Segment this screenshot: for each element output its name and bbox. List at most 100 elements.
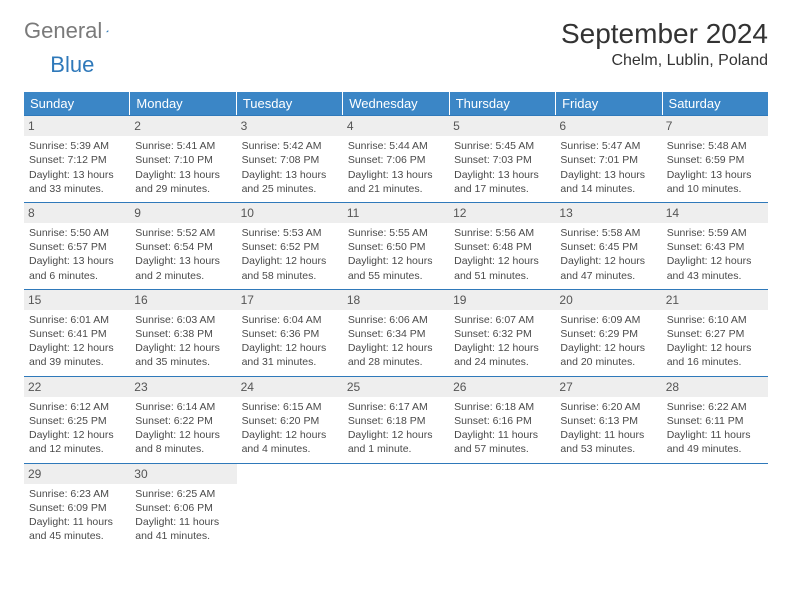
- day-cell: 27Sunrise: 6:20 AMSunset: 6:13 PMDayligh…: [555, 377, 661, 463]
- days-of-week-row: Sunday Monday Tuesday Wednesday Thursday…: [24, 92, 768, 115]
- sunset-text: Sunset: 6:16 PM: [454, 414, 550, 428]
- sunset-text: Sunset: 6:13 PM: [560, 414, 656, 428]
- sunrise-text: Sunrise: 6:09 AM: [560, 313, 656, 327]
- sunset-text: Sunset: 6:34 PM: [348, 327, 444, 341]
- sunset-text: Sunset: 6:48 PM: [454, 240, 550, 254]
- day-cell: 21Sunrise: 6:10 AMSunset: 6:27 PMDayligh…: [662, 290, 768, 376]
- day-number: 29: [24, 464, 130, 484]
- logo-text-gray: General: [24, 18, 102, 44]
- sunrise-text: Sunrise: 6:20 AM: [560, 400, 656, 414]
- daylight-text: Daylight: 11 hours and 49 minutes.: [667, 428, 763, 456]
- day-cell: 1Sunrise: 5:39 AMSunset: 7:12 PMDaylight…: [24, 116, 130, 202]
- daylight-text: Daylight: 12 hours and 39 minutes.: [29, 341, 125, 369]
- sunrise-text: Sunrise: 5:53 AM: [242, 226, 338, 240]
- sunrise-text: Sunrise: 5:48 AM: [667, 139, 763, 153]
- sunrise-text: Sunrise: 6:22 AM: [667, 400, 763, 414]
- day-cell: 24Sunrise: 6:15 AMSunset: 6:20 PMDayligh…: [237, 377, 343, 463]
- sunset-text: Sunset: 6:25 PM: [29, 414, 125, 428]
- day-number: 6: [555, 116, 661, 136]
- daylight-text: Daylight: 11 hours and 57 minutes.: [454, 428, 550, 456]
- title-block: September 2024 Chelm, Lublin, Poland: [561, 18, 768, 70]
- week-row: 8Sunrise: 5:50 AMSunset: 6:57 PMDaylight…: [24, 202, 768, 289]
- sunset-text: Sunset: 7:10 PM: [135, 153, 231, 167]
- day-cell: 2Sunrise: 5:41 AMSunset: 7:10 PMDaylight…: [130, 116, 236, 202]
- sunset-text: Sunset: 6:57 PM: [29, 240, 125, 254]
- sunrise-text: Sunrise: 6:06 AM: [348, 313, 444, 327]
- daylight-text: Daylight: 13 hours and 21 minutes.: [348, 168, 444, 196]
- dow-wednesday: Wednesday: [343, 92, 449, 115]
- day-number: 27: [555, 377, 661, 397]
- day-cell: 12Sunrise: 5:56 AMSunset: 6:48 PMDayligh…: [449, 203, 555, 289]
- day-number: 7: [662, 116, 768, 136]
- day-cell: 13Sunrise: 5:58 AMSunset: 6:45 PMDayligh…: [555, 203, 661, 289]
- sunset-text: Sunset: 6:32 PM: [454, 327, 550, 341]
- day-cell: 30Sunrise: 6:25 AMSunset: 6:06 PMDayligh…: [130, 464, 236, 550]
- sunset-text: Sunset: 7:06 PM: [348, 153, 444, 167]
- day-number: 25: [343, 377, 449, 397]
- day-number: 4: [343, 116, 449, 136]
- day-cell: 15Sunrise: 6:01 AMSunset: 6:41 PMDayligh…: [24, 290, 130, 376]
- daylight-text: Daylight: 11 hours and 41 minutes.: [135, 515, 231, 543]
- sunrise-text: Sunrise: 6:01 AM: [29, 313, 125, 327]
- sunrise-text: Sunrise: 6:25 AM: [135, 487, 231, 501]
- day-number: 14: [662, 203, 768, 223]
- sunrise-text: Sunrise: 5:52 AM: [135, 226, 231, 240]
- sunset-text: Sunset: 6:18 PM: [348, 414, 444, 428]
- daylight-text: Daylight: 13 hours and 6 minutes.: [29, 254, 125, 282]
- daylight-text: Daylight: 12 hours and 20 minutes.: [560, 341, 656, 369]
- sunset-text: Sunset: 6:36 PM: [242, 327, 338, 341]
- day-number: 8: [24, 203, 130, 223]
- dow-monday: Monday: [130, 92, 236, 115]
- daylight-text: Daylight: 12 hours and 43 minutes.: [667, 254, 763, 282]
- day-cell: 11Sunrise: 5:55 AMSunset: 6:50 PMDayligh…: [343, 203, 449, 289]
- sunrise-text: Sunrise: 6:18 AM: [454, 400, 550, 414]
- daylight-text: Daylight: 12 hours and 47 minutes.: [560, 254, 656, 282]
- sunrise-text: Sunrise: 5:47 AM: [560, 139, 656, 153]
- day-number: 24: [237, 377, 343, 397]
- sunrise-text: Sunrise: 5:44 AM: [348, 139, 444, 153]
- sunrise-text: Sunrise: 5:50 AM: [29, 226, 125, 240]
- week-row: 1Sunrise: 5:39 AMSunset: 7:12 PMDaylight…: [24, 115, 768, 202]
- logo: General: [24, 18, 128, 44]
- day-cell: 3Sunrise: 5:42 AMSunset: 7:08 PMDaylight…: [237, 116, 343, 202]
- day-number: 21: [662, 290, 768, 310]
- daylight-text: Daylight: 12 hours and 8 minutes.: [135, 428, 231, 456]
- sunset-text: Sunset: 6:27 PM: [667, 327, 763, 341]
- sunrise-text: Sunrise: 6:14 AM: [135, 400, 231, 414]
- day-number: 23: [130, 377, 236, 397]
- dow-friday: Friday: [556, 92, 662, 115]
- day-number: 20: [555, 290, 661, 310]
- sunset-text: Sunset: 6:59 PM: [667, 153, 763, 167]
- sunset-text: Sunset: 6:20 PM: [242, 414, 338, 428]
- logo-sail-icon: [106, 22, 109, 40]
- day-number: 10: [237, 203, 343, 223]
- sunrise-text: Sunrise: 6:12 AM: [29, 400, 125, 414]
- location: Chelm, Lublin, Poland: [561, 52, 768, 70]
- week-row: 22Sunrise: 6:12 AMSunset: 6:25 PMDayligh…: [24, 376, 768, 463]
- sunrise-text: Sunrise: 5:41 AM: [135, 139, 231, 153]
- sunset-text: Sunset: 7:01 PM: [560, 153, 656, 167]
- daylight-text: Daylight: 13 hours and 17 minutes.: [454, 168, 550, 196]
- daylight-text: Daylight: 13 hours and 10 minutes.: [667, 168, 763, 196]
- day-cell: 18Sunrise: 6:06 AMSunset: 6:34 PMDayligh…: [343, 290, 449, 376]
- day-number: 28: [662, 377, 768, 397]
- sunset-text: Sunset: 6:22 PM: [135, 414, 231, 428]
- sunrise-text: Sunrise: 5:55 AM: [348, 226, 444, 240]
- week-row: 15Sunrise: 6:01 AMSunset: 6:41 PMDayligh…: [24, 289, 768, 376]
- week-row: 29Sunrise: 6:23 AMSunset: 6:09 PMDayligh…: [24, 463, 768, 550]
- sunset-text: Sunset: 6:06 PM: [135, 501, 231, 515]
- daylight-text: Daylight: 12 hours and 58 minutes.: [242, 254, 338, 282]
- sunset-text: Sunset: 6:11 PM: [667, 414, 763, 428]
- sunset-text: Sunset: 6:50 PM: [348, 240, 444, 254]
- sunrise-text: Sunrise: 5:56 AM: [454, 226, 550, 240]
- daylight-text: Daylight: 12 hours and 1 minute.: [348, 428, 444, 456]
- day-number: 5: [449, 116, 555, 136]
- day-number: 15: [24, 290, 130, 310]
- day-cell: 17Sunrise: 6:04 AMSunset: 6:36 PMDayligh…: [237, 290, 343, 376]
- sunset-text: Sunset: 7:03 PM: [454, 153, 550, 167]
- sunrise-text: Sunrise: 6:07 AM: [454, 313, 550, 327]
- sunrise-text: Sunrise: 5:42 AM: [242, 139, 338, 153]
- daylight-text: Daylight: 13 hours and 14 minutes.: [560, 168, 656, 196]
- daylight-text: Daylight: 12 hours and 12 minutes.: [29, 428, 125, 456]
- daylight-text: Daylight: 12 hours and 24 minutes.: [454, 341, 550, 369]
